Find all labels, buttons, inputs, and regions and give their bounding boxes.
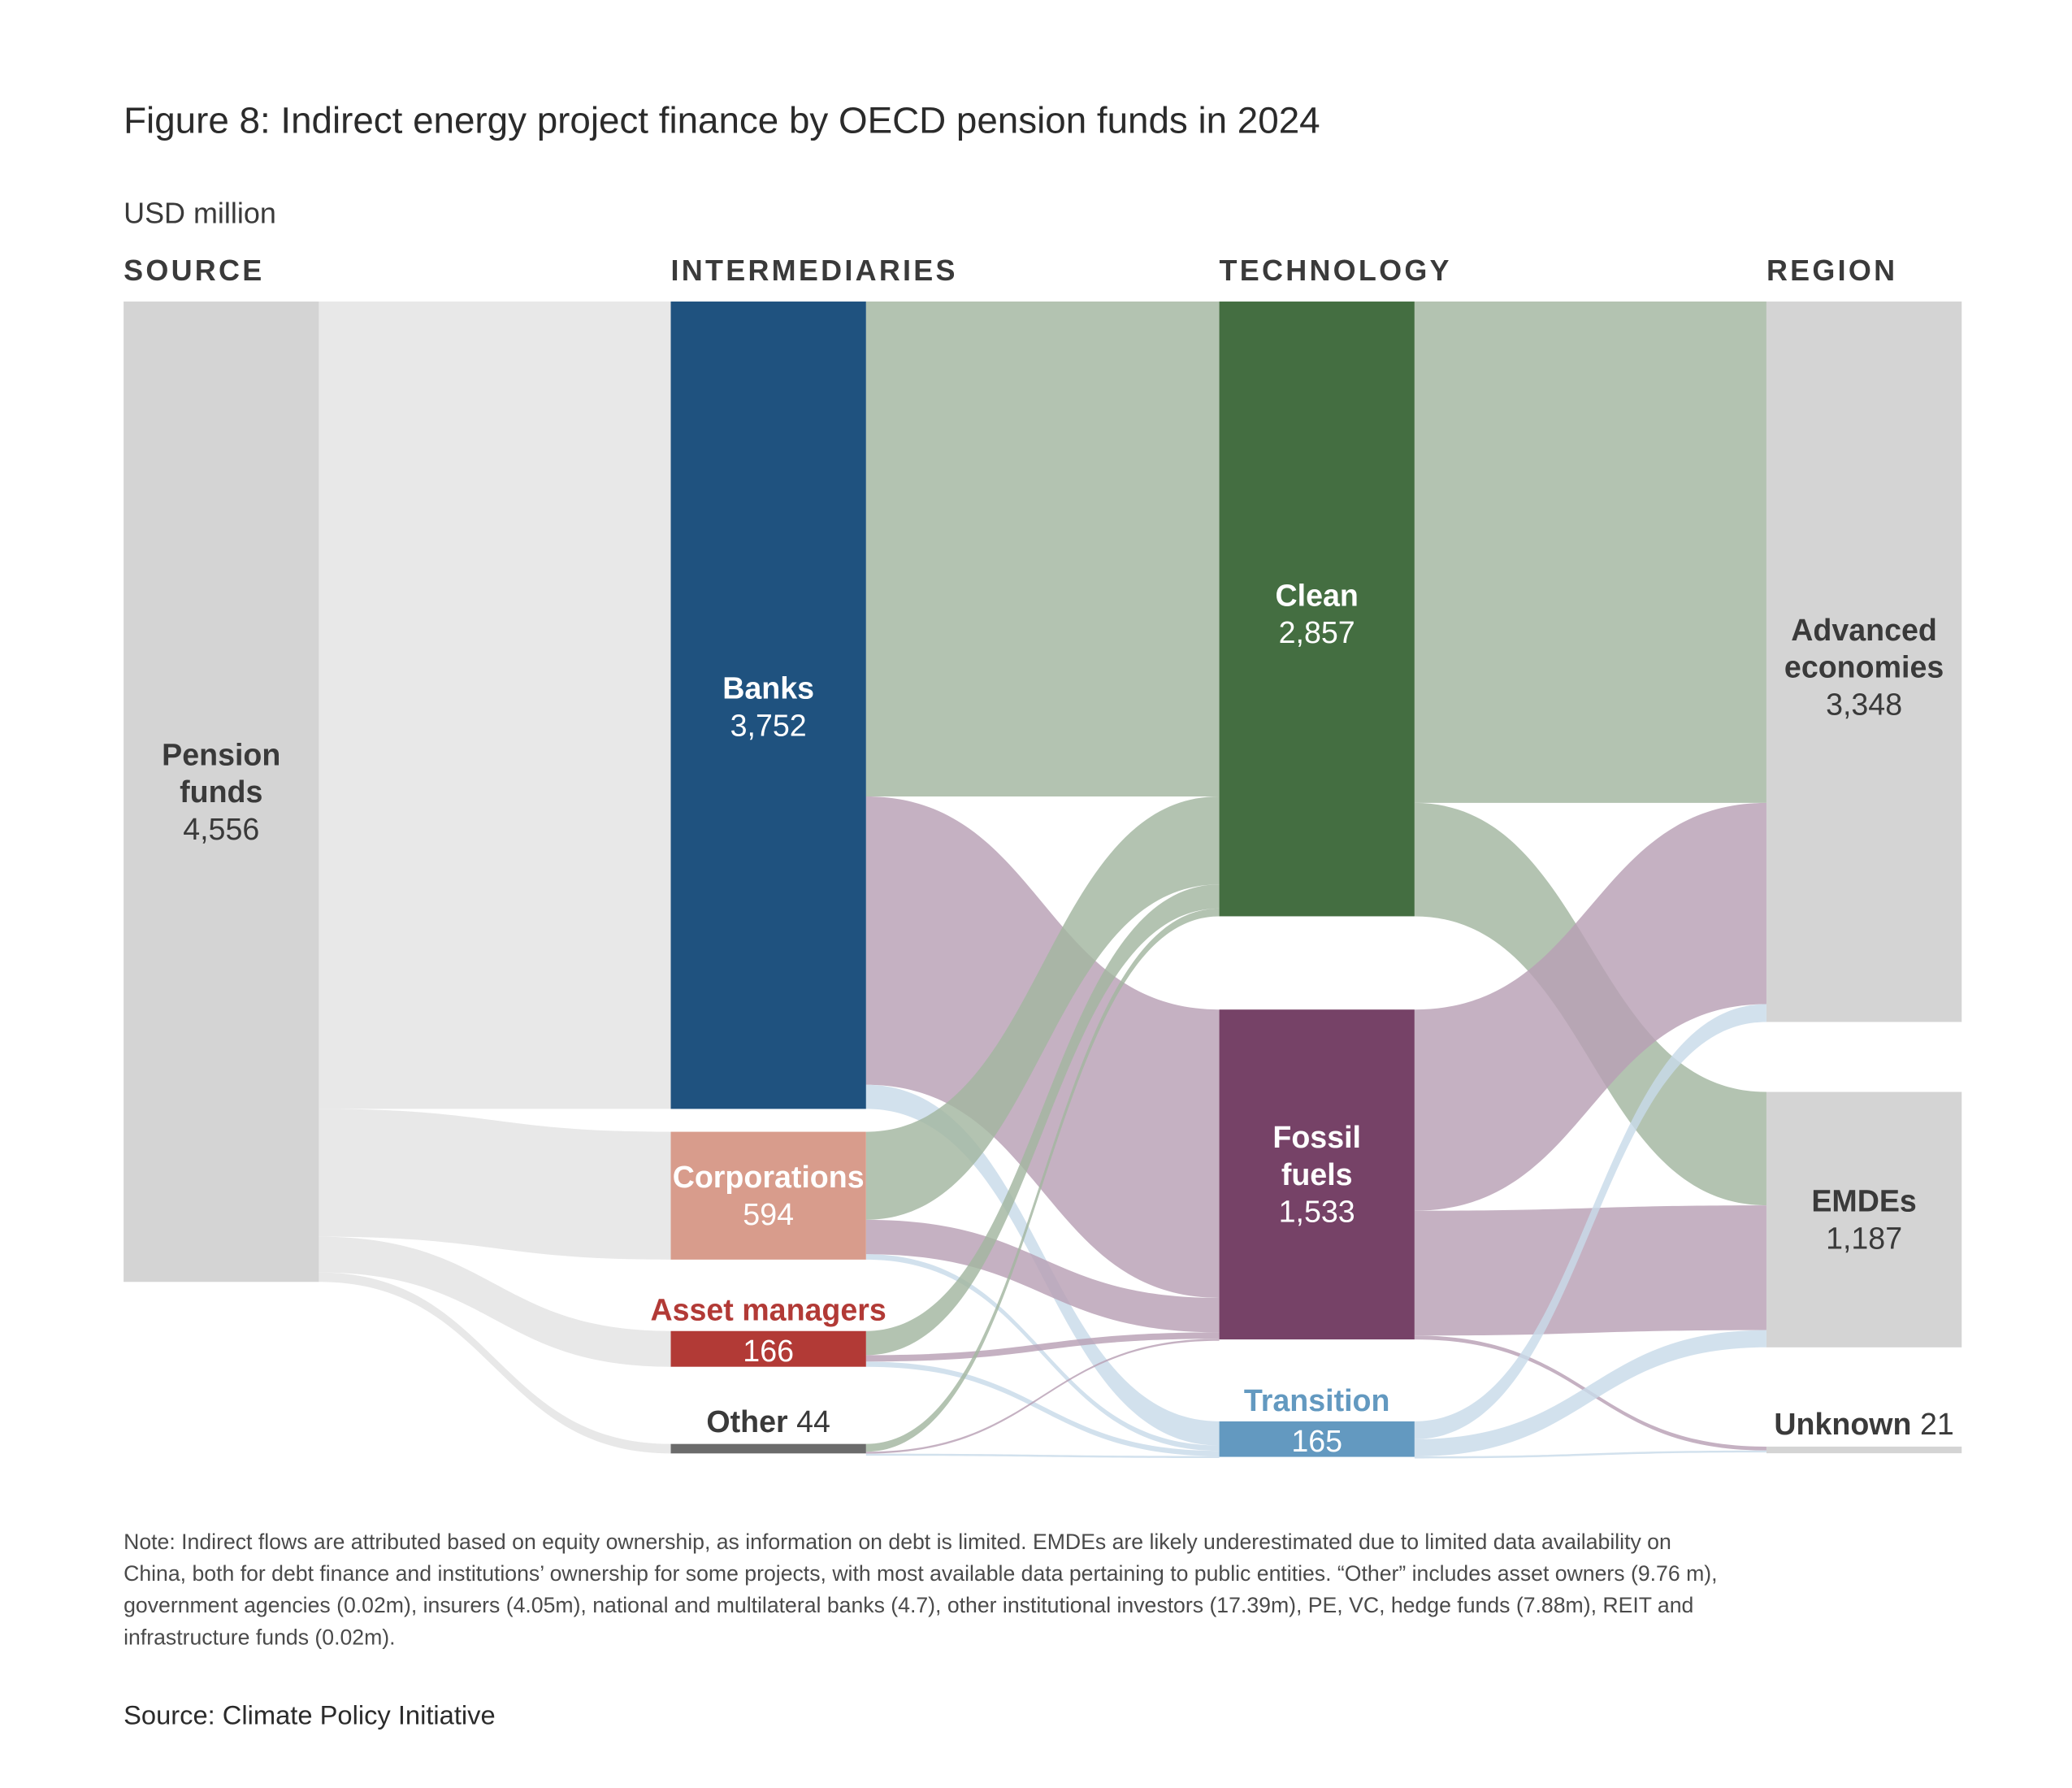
link-clean-to-advanced (1414, 302, 1766, 803)
link-transition-to-emdes (1414, 1330, 1766, 1457)
node-fossil (1219, 1009, 1415, 1340)
node-label-emdes: EMDEs (1811, 1184, 1916, 1218)
node-value-banks: 3,752 (730, 708, 807, 742)
node-label-banks: Banks (722, 671, 814, 705)
node-other (670, 1443, 866, 1454)
link-pension-to-asset_managers (319, 1236, 671, 1367)
node-label-transition: Transition (1244, 1383, 1390, 1417)
link-pension-to-other (319, 1272, 671, 1454)
link-fossil-to-emdes (1414, 1205, 1766, 1336)
column-header-source: SOURCE (124, 254, 264, 287)
note-line: infrastructure funds (0.02m). (124, 1625, 395, 1649)
node-label-pension: funds (180, 775, 262, 809)
node-value-pension: 4,556 (183, 812, 259, 846)
link-other-to-clean (865, 908, 1220, 1452)
link-fossil-to-advanced (1414, 802, 1766, 1211)
link-asset_managers-to-transition (865, 1361, 1220, 1456)
link-pension-to-corporations (319, 1109, 671, 1260)
node-clean (1219, 302, 1415, 917)
nodes-layer (124, 302, 1962, 1457)
node-label-advanced: economies (1784, 650, 1944, 684)
unit-label: USD million (124, 197, 276, 230)
link-transition-to-unknown (1414, 1450, 1766, 1459)
node-value-corporations: 594 (743, 1197, 794, 1231)
column-header-region: REGION (1766, 254, 1897, 287)
node-label-unknown: Unknown 21 (1774, 1407, 1953, 1441)
node-emdes (1766, 1091, 1962, 1348)
node-label-fossil: fuels (1281, 1157, 1353, 1191)
link-other-to-fossil (865, 1339, 1220, 1454)
link-corporations-to-transition (865, 1254, 1220, 1452)
node-advanced (1766, 302, 1962, 1022)
link-transition-to-advanced (1414, 1004, 1766, 1439)
links-layer (319, 302, 1766, 1459)
link-asset_managers-to-fossil (865, 1332, 1220, 1362)
column-header-technology: TECHNOLOGY (1220, 254, 1452, 287)
node-label-advanced: Advanced (1791, 613, 1937, 647)
node-pension (124, 302, 319, 1282)
source-label: Source: Climate Policy Initiative (124, 1700, 496, 1730)
node-label-corporations: Corporations (673, 1160, 865, 1194)
link-corporations-to-clean (865, 796, 1220, 1220)
notes-block: Note: Indirect flows are attributed base… (124, 1530, 1717, 1650)
node-unknown (1766, 1446, 1962, 1454)
node-value-fossil: 1,533 (1279, 1195, 1355, 1229)
note-line: government agencies (0.02m), insurers (4… (124, 1593, 1693, 1617)
node-value-transition: 165 (1291, 1424, 1342, 1458)
link-asset_managers-to-clean (865, 884, 1220, 1356)
node-banks (670, 302, 866, 1109)
node-value-asset_managers: 166 (743, 1334, 794, 1368)
node-label-other: Other 44 (706, 1404, 830, 1439)
node-corporations (670, 1131, 866, 1260)
node-label-pension: Pension (162, 737, 280, 771)
node-transition (1219, 1421, 1415, 1457)
node-label-fossil: Fossil (1272, 1120, 1361, 1154)
link-banks-to-clean (865, 302, 1220, 796)
note-line: China, both for debt finance and institu… (124, 1561, 1717, 1586)
note-line: Note: Indirect flows are attributed base… (124, 1530, 1671, 1554)
column-header-intermediaries: INTERMEDIARIES (671, 254, 958, 287)
link-pension-to-banks (319, 302, 671, 1109)
node-value-clean: 2,857 (1279, 615, 1355, 649)
link-corporations-to-fossil (865, 1219, 1220, 1333)
chart-title: Figure 8: Indirect energy project financ… (124, 99, 1320, 141)
node-value-advanced: 3,348 (1826, 687, 1902, 721)
node-asset_managers (670, 1330, 866, 1367)
node-value-emdes: 1,187 (1826, 1221, 1902, 1255)
node-label-asset_managers: Asset managers (650, 1293, 886, 1327)
link-other-to-transition (865, 1453, 1220, 1458)
node-label-clean: Clean (1276, 578, 1359, 612)
